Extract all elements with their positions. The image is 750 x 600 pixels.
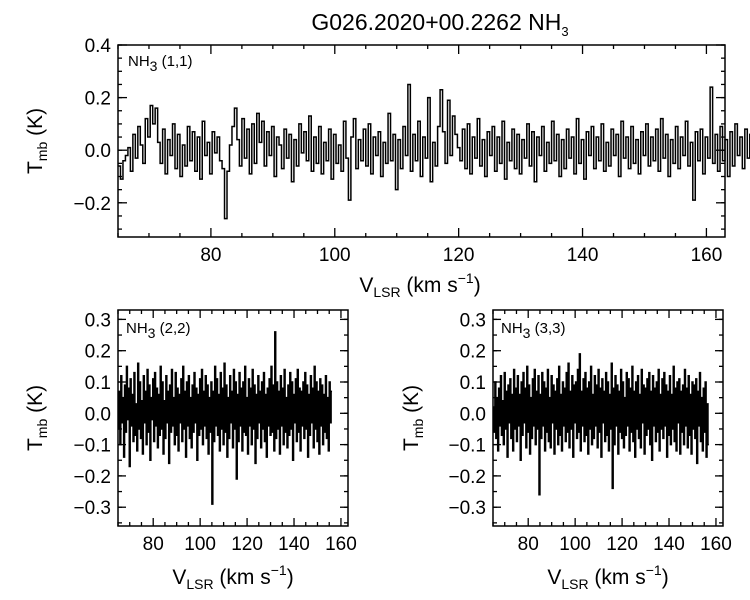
x-tick-label: 120 xyxy=(606,534,638,555)
y-tick-label: 0.1 xyxy=(460,373,486,394)
panel-nh3-33-ylabel: Tmb (K) xyxy=(400,385,426,451)
panel-nh3-33-xlabel: VLSR (km s−1) xyxy=(547,562,668,592)
panel-nh3-22-ticks: 80 100 120 140 160 −0.3 −0.2 −0.1 0.0 0.1 0.2 0.3 xyxy=(73,310,357,555)
spectrum-nh3-22 xyxy=(118,331,333,505)
y-tick-label: −0.3 xyxy=(73,498,111,519)
x-tick-label: 100 xyxy=(559,534,591,555)
panel-nh3-22: 80 100 120 140 160 −0.3 −0.2 −0.1 0.0 0.1 0.2 0.3 N… xyxy=(24,309,357,592)
x-tick-label: 80 xyxy=(200,245,221,266)
x-tick-label: 140 xyxy=(567,245,599,266)
y-tick-label: 0.2 xyxy=(460,342,486,363)
y-tick-label: −0.1 xyxy=(448,436,486,457)
panel-nh3-33-frame xyxy=(492,309,724,527)
x-tick-label: 160 xyxy=(700,534,732,555)
y-tick-label: −0.2 xyxy=(448,467,486,488)
panel-nh3-11-label: NH3 (1,1) xyxy=(128,53,192,74)
y-tick-label: 0.3 xyxy=(460,310,486,331)
figure-title: G026.2020+00.2262 NH3 xyxy=(311,9,568,39)
x-tick-label: 140 xyxy=(653,534,685,555)
panel-nh3-11-ticks: 80 100 120 140 160 −0.2 0.0 0.2 0.4 xyxy=(73,36,725,266)
x-tick-label: 160 xyxy=(325,534,357,555)
x-tick-label: 80 xyxy=(143,534,164,555)
x-tick-label: 160 xyxy=(691,245,723,266)
x-tick-label: 120 xyxy=(443,245,475,266)
y-tick-label: −0.2 xyxy=(73,467,111,488)
panel-nh3-11-xlabel: VLSR (km s−1) xyxy=(359,270,480,300)
panel-nh3-11-frame xyxy=(117,44,726,238)
panel-nh3-11-ylabel: Tmb (K) xyxy=(24,108,50,174)
panel-nh3-22-frame xyxy=(117,309,349,527)
y-tick-label: −0.3 xyxy=(448,498,486,519)
spectrum-nh3-11 xyxy=(118,83,750,220)
y-tick-label: 0.1 xyxy=(85,373,111,394)
spectrum-nh3-33 xyxy=(493,353,709,496)
x-tick-label: 140 xyxy=(278,534,310,555)
x-tick-label: 100 xyxy=(184,534,216,555)
y-tick-label: −0.1 xyxy=(73,436,111,457)
x-tick-label: 80 xyxy=(518,534,539,555)
x-tick-label: 100 xyxy=(319,245,351,266)
panel-nh3-22-label: NH3 (2,2) xyxy=(126,320,190,341)
y-tick-label: −0.2 xyxy=(73,194,111,215)
panel-nh3-33: 80 100 120 140 160 −0.3 −0.2 −0.1 0.0 0.1 0.2 0.3 N… xyxy=(400,309,732,592)
y-tick-label: 0.2 xyxy=(85,342,111,363)
y-tick-label: 0.0 xyxy=(85,141,111,162)
y-tick-label: 0.3 xyxy=(85,310,111,331)
x-tick-label: 120 xyxy=(231,534,263,555)
y-tick-label: 0.2 xyxy=(85,89,111,110)
y-tick-label: 0.0 xyxy=(460,404,486,425)
panel-nh3-22-ylabel: Tmb (K) xyxy=(24,385,50,451)
y-tick-label: 0.4 xyxy=(85,36,112,57)
panel-nh3-11: 80 100 120 140 160 −0.2 0.0 0.2 0.4 NH3 (1,1) VL… xyxy=(24,36,750,300)
y-tick-label: 0.0 xyxy=(85,404,111,425)
panel-nh3-33-label: NH3 (3,3) xyxy=(501,320,565,341)
panel-nh3-22-xlabel: VLSR (km s−1) xyxy=(172,562,293,592)
